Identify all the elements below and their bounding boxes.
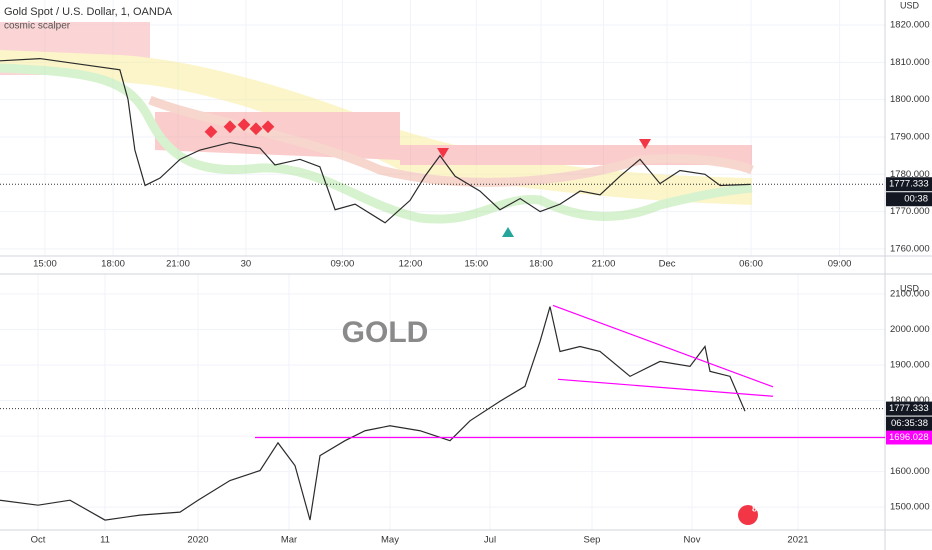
x-tick-label: 12:00 (399, 259, 423, 270)
x-tick-label: 21:00 (592, 259, 616, 270)
y-tick-label: 1800.000 (890, 94, 930, 105)
x-tick-label: Dec (659, 259, 676, 270)
countdown-label: 00:38 (904, 194, 928, 205)
level-label: 1696.028 (889, 432, 929, 443)
price-line (0, 57, 751, 224)
x-tick-label: 06:00 (739, 259, 763, 270)
x-tick-label: Sep (584, 535, 601, 546)
x-tick-label: Oct (31, 535, 46, 546)
chart-title: Gold Spot / U.S. Dollar, 1, OANDA (4, 6, 173, 18)
y-tick-label: 1900.000 (890, 359, 930, 370)
last-price-label: 1777.333 (889, 179, 929, 190)
y-tick-label: 1790.000 (890, 131, 930, 142)
y-tick-label: 2000.000 (890, 324, 930, 335)
badge: 8 (738, 503, 758, 525)
indicator-name: cosmic scalper (4, 21, 71, 32)
last-price-label: 1777.333 (889, 403, 929, 414)
x-tick-label: 30 (241, 259, 252, 270)
x-tick-label: 15:00 (33, 259, 57, 270)
signal-markers (204, 118, 651, 237)
x-tick-label: 2021 (787, 535, 808, 546)
y-tick-label: 1600.000 (890, 466, 930, 477)
x-tick-label: 15:00 (464, 259, 488, 270)
y-tick-label: 1760.000 (890, 243, 930, 254)
x-tick-label: May (381, 535, 399, 546)
last-price-box (886, 401, 932, 416)
x-tick-label: 09:00 (828, 259, 852, 270)
x-tick-label: 18:00 (529, 259, 553, 270)
x-tick-label: 2020 (187, 535, 208, 546)
y-tick-label: 1780.000 (890, 169, 930, 180)
x-tick-label: Jul (484, 535, 496, 546)
axis-unit: USD (900, 0, 920, 10)
trendline (557, 378, 774, 397)
y-tick-label: 2100.000 (890, 288, 930, 299)
watermark: GOLD (342, 316, 429, 349)
price-line (0, 306, 746, 521)
axis-unit: USD (900, 283, 920, 293)
x-tick-label: 09:00 (330, 259, 354, 270)
x-tick-label: Nov (684, 535, 701, 546)
y-tick-label: 1800.000 (890, 395, 930, 406)
x-tick-label: 11 (100, 535, 110, 546)
y-tick-label: 1820.000 (890, 20, 930, 31)
grid (0, 274, 885, 530)
trendline (552, 304, 774, 388)
countdown-label: 06:35:38 (891, 418, 928, 429)
y-tick-label: 1810.000 (890, 57, 930, 68)
level-label-box (886, 430, 932, 445)
x-tick-label: Mar (281, 535, 297, 546)
x-tick-label: 21:00 (166, 259, 190, 270)
x-tick-label: 18:00 (101, 259, 125, 270)
countdown-box (886, 416, 932, 431)
badge-count: 8 (752, 503, 757, 513)
last-price-box (886, 177, 932, 192)
countdown-box (886, 192, 932, 207)
y-tick-label: 1500.000 (890, 502, 930, 513)
y-tick-label: 1770.000 (890, 206, 930, 217)
